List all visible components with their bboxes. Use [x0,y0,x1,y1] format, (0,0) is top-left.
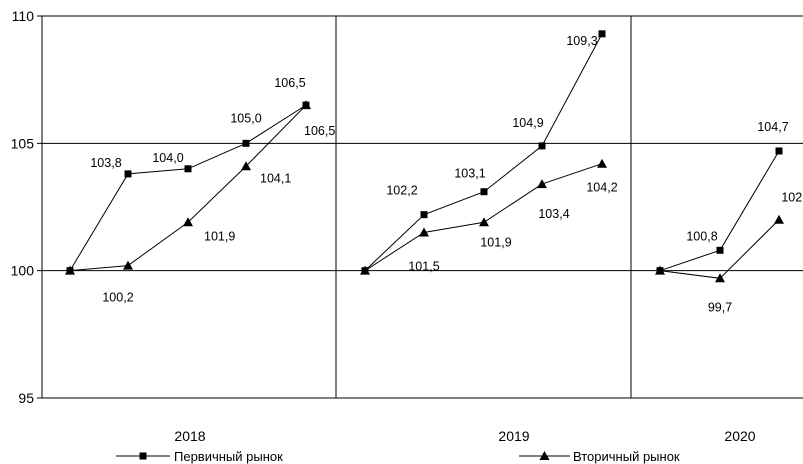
point-primary-2019-4 [538,142,546,150]
legend: Первичный рынок Вторичный рынок [116,449,680,464]
point-primary-2018-2 [124,170,132,178]
point-primary-2019-5 [598,30,606,38]
data-label-primary-2019-3: 103,1 [454,167,485,181]
legend-label-2: Вторичный рынок [573,449,680,464]
legend-triangle-marker [539,451,550,460]
data-label-secondary-2018-4: 104,1 [260,171,291,185]
series-line-secondary-2018 [69,104,307,272]
data-label-secondary-2018-5: 106,5 [304,124,335,138]
point-primary-2020-2 [716,246,724,254]
data-labels: 103,8 104,0 105,0 106,5 100,2 101,9 104,1 106,5… [90,34,803,314]
point-secondary-2018-1 [65,265,75,275]
point-primary-2020-3 [775,147,783,155]
data-label-primary-2020-3: 104,7 [757,120,788,134]
point-secondary-2019-5 [597,158,607,168]
point-secondary-2018-2 [123,260,133,270]
data-label-primary-2018-5: 106,5 [274,76,305,90]
series-group [65,30,784,283]
data-label-primary-2019-2: 102,2 [386,184,417,198]
data-label-primary-2018-3: 104,0 [152,151,183,165]
data-label-secondary-2018-3: 101,9 [204,229,235,243]
legend-square-marker [139,452,147,460]
point-primary-2019-3 [480,188,488,196]
data-label-primary-2019-4: 104,9 [512,116,543,130]
point-secondary-2020-2 [715,273,725,283]
y-tick-label-110: 110 [12,8,35,24]
point-secondary-2019-2 [419,227,429,237]
point-primary-2019-2 [420,211,428,219]
data-label-secondary-2020-2: 99,7 [708,300,732,314]
point-secondary-2019-3 [479,217,489,227]
data-label-secondary-2020-3: 102,0 [781,191,803,205]
x-tick-label-2018: 2018 [174,428,205,444]
data-label-primary-2018-2: 103,8 [90,156,121,170]
x-tick-label-2020: 2020 [724,428,755,444]
x-tick-label-2019: 2019 [498,428,529,444]
y-tick-label-95: 95 [18,390,34,406]
point-secondary-2020-3 [774,214,784,224]
data-label-primary-2020-2: 100,8 [686,229,717,243]
data-label-secondary-2019-5: 104,2 [586,181,617,195]
point-secondary-2019-4 [537,179,547,189]
data-label-secondary-2019-2: 101,5 [408,259,439,273]
legend-item-2: Вторичный рынок [519,449,680,464]
series-line-primary-2018 [69,104,307,271]
data-label-secondary-2019-3: 101,9 [480,235,511,249]
point-secondary-2019-1 [360,265,370,275]
data-label-secondary-2019-4: 103,4 [538,207,569,221]
point-secondary-2018-4 [241,161,251,171]
grid-lines [42,15,803,398]
y-tick-label-105: 105 [11,135,35,151]
point-primary-2018-4 [242,139,250,147]
point-primary-2018-3 [184,165,192,173]
point-secondary-2020-1 [655,265,665,275]
point-secondary-2018-5 [301,100,311,110]
data-label-primary-2018-4: 105,0 [230,111,261,125]
legend-label-1: Первичный рынок [174,449,283,464]
data-label-primary-2019-5: 109,3 [566,34,597,48]
point-secondary-2018-3 [183,217,193,227]
data-label-secondary-2018-2: 100,2 [102,291,133,305]
legend-item-1: Первичный рынок [116,449,283,464]
axes: 95 100 105 110 2018 2019 2020 [11,8,803,444]
y-tick-label-100: 100 [11,263,35,279]
